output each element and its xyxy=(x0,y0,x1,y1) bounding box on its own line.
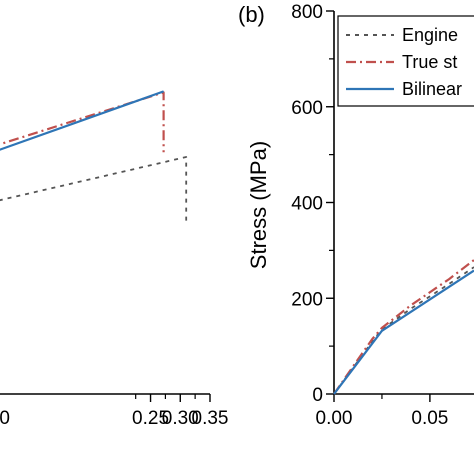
legend-label-0: Engine xyxy=(402,25,458,45)
panel-label-b: (b) xyxy=(238,2,265,27)
legend-label-1: True st xyxy=(402,52,457,72)
right-panel: 0.00 0.05 0 200 400 600 800 (b) Stress (MPa) E… xyxy=(238,2,474,429)
right-y-tick-label: 400 xyxy=(291,194,323,215)
left-x-tick-label: 0.30 xyxy=(162,408,199,429)
right-y-tick-label: 800 xyxy=(291,2,323,23)
left-series-dashdot-line xyxy=(0,91,165,153)
left-partial-tick-label: 0 xyxy=(0,408,10,429)
right-series-dashdot-line xyxy=(333,259,474,395)
right-y-tick-label: 0 xyxy=(312,385,323,406)
right-series-solid-line xyxy=(333,269,474,395)
left-x-tick-label: 0.25 xyxy=(132,408,169,429)
legend: Engine True st Bilinear xyxy=(337,15,474,107)
right-series-dotted-line xyxy=(333,266,474,395)
left-x-tick-label: 0.35 xyxy=(192,408,229,429)
left-series-dotted-line xyxy=(0,156,188,224)
right-x-tick-label: 0.05 xyxy=(411,408,448,429)
right-y-tick-label: 200 xyxy=(291,289,323,310)
right-y-tick-label: 600 xyxy=(291,98,323,119)
y-axis-title: Stress (MPa) xyxy=(246,141,271,269)
right-x-tick-label: 0.00 xyxy=(316,408,353,429)
legend-label-2: Bilinear xyxy=(402,79,462,99)
left-panel: 0.250.300.35 0 xyxy=(0,90,229,429)
left-series-solid-line xyxy=(0,90,164,151)
